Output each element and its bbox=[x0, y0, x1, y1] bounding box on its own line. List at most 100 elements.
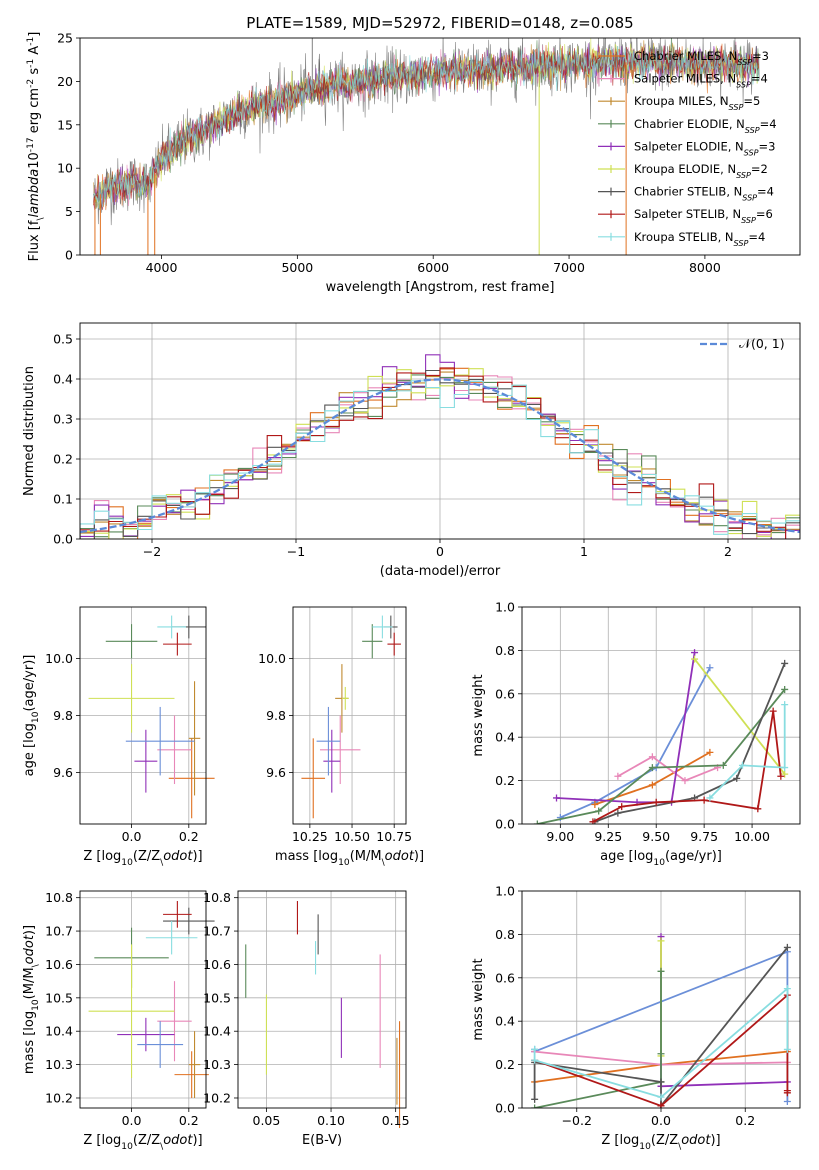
series-point bbox=[657, 1093, 665, 1101]
series-point bbox=[531, 1095, 539, 1103]
series-point bbox=[648, 753, 656, 761]
y-tick-label: 0.4 bbox=[495, 1014, 515, 1029]
axes-frame bbox=[237, 890, 407, 1109]
legend-label: Kroupa STELIB, NSSP=4 bbox=[634, 230, 765, 248]
y-tick-label: 0.5 bbox=[53, 332, 73, 347]
figure-title: PLATE=1589, MJD=52972, FIBERID=0148, z=0… bbox=[246, 14, 633, 32]
y-axis-label: Normed distribution bbox=[22, 366, 37, 496]
legend-label: Salpeter MILES, NSSP=4 bbox=[634, 72, 768, 90]
legend-label: Chabrier MILES, NSSP=3 bbox=[634, 49, 769, 67]
x-axis-label: Z [log10(Z/Z\odot)] bbox=[601, 1133, 720, 1152]
y-axis-label: Flux [f\lambda10-17 erg cm-2 s-1 A-1] bbox=[26, 32, 46, 262]
y-tick-label: 0.2 bbox=[495, 773, 515, 788]
series-point bbox=[648, 764, 656, 772]
spectrum-model-line bbox=[93, 43, 759, 209]
series-line bbox=[709, 704, 786, 799]
series-point bbox=[657, 1102, 665, 1108]
series-point bbox=[781, 685, 789, 693]
x-axis-label: wavelength [Angstrom, rest frame] bbox=[326, 280, 555, 295]
x-tick-label: 0.0 bbox=[122, 829, 142, 844]
y-tick-label: 10.3 bbox=[203, 1057, 231, 1072]
age-vs-Z-points bbox=[88, 615, 215, 819]
y-tick-label: 0.6 bbox=[495, 970, 515, 985]
x-tick-label: −0.2 bbox=[562, 1113, 592, 1128]
series-line bbox=[534, 971, 662, 1108]
x-axis-label: mass [log10(M/M\odot)] bbox=[275, 849, 424, 868]
x-tick-label: 0.15 bbox=[382, 1113, 410, 1128]
spectrum-model-line bbox=[93, 45, 760, 212]
y-tick-label: 10.7 bbox=[203, 924, 231, 939]
legend-label: Chabrier STELIB, NSSP=4 bbox=[634, 185, 774, 203]
series-point bbox=[783, 943, 791, 951]
series-point bbox=[657, 1078, 665, 1086]
series-point bbox=[781, 701, 789, 709]
x-tick-label: 0.2 bbox=[179, 1113, 199, 1128]
legend-label: Salpeter ELODIE, NSSP=3 bbox=[634, 139, 775, 157]
series-point bbox=[648, 781, 656, 789]
y-tick-label: 0.0 bbox=[495, 817, 515, 832]
mass-weight-vs-age-lines bbox=[533, 649, 789, 824]
y-tick-label: 20 bbox=[57, 74, 73, 89]
legend-label: Kroupa ELODIE, NSSP=2 bbox=[634, 162, 768, 180]
x-tick-label: 0.0 bbox=[122, 1113, 142, 1128]
series-point bbox=[589, 818, 597, 824]
series-point bbox=[783, 1097, 791, 1105]
legend-label: Kroupa MILES, NSSP=5 bbox=[634, 94, 760, 112]
y-tick-label: 10.0 bbox=[258, 651, 286, 666]
x-tick-label: 0.2 bbox=[735, 1113, 755, 1128]
y-tick-label: 10.7 bbox=[45, 924, 73, 939]
y-tick-label: 0.3 bbox=[53, 412, 73, 427]
x-tick-label: 6000 bbox=[417, 260, 449, 275]
series-point bbox=[783, 1089, 791, 1097]
series-line bbox=[617, 755, 718, 782]
y-tick-label: 0.0 bbox=[495, 1101, 515, 1116]
x-axis-label: age [log10(age/yr)] bbox=[600, 849, 722, 868]
series-point bbox=[781, 770, 789, 778]
series-point bbox=[781, 659, 789, 667]
y-tick-label: 10.4 bbox=[45, 1024, 73, 1039]
y-tick-label: 10 bbox=[57, 161, 73, 176]
histogram-step bbox=[80, 369, 800, 539]
series-point bbox=[706, 664, 714, 672]
y-tick-label: 9.8 bbox=[53, 708, 73, 723]
x-tick-label: 10.75 bbox=[376, 829, 412, 844]
y-tick-label: 9.6 bbox=[266, 765, 286, 780]
x-tick-label: 10.25 bbox=[292, 829, 328, 844]
y-tick-label: 1.0 bbox=[495, 884, 515, 899]
series-point bbox=[777, 772, 785, 780]
y-axis-label: mass weight bbox=[471, 674, 486, 756]
legend-label: 𝒩(0, 1) bbox=[739, 336, 785, 351]
series-point bbox=[652, 798, 660, 806]
series-point bbox=[754, 805, 762, 813]
series-point bbox=[553, 794, 561, 802]
y-tick-label: 10.6 bbox=[45, 957, 73, 972]
x-tick-label: 4000 bbox=[146, 260, 178, 275]
chart-layer: 4000 5000 6000 7000 80000510152025wavelength… bbox=[22, 31, 801, 1152]
series-point bbox=[781, 764, 789, 772]
axes-frame bbox=[521, 606, 801, 825]
legend-label: Chabrier ELODIE, NSSP=4 bbox=[634, 117, 777, 135]
series-point bbox=[783, 985, 791, 993]
spectrum-legend: Chabrier MILES, NSSP=3 Salpeter MILES, NS… bbox=[598, 49, 777, 247]
x-tick-label: 0.2 bbox=[179, 829, 199, 844]
x-tick-label: −1 bbox=[287, 544, 305, 559]
y-tick-label: 10.3 bbox=[45, 1057, 73, 1072]
spectrum-plot bbox=[93, 38, 760, 255]
y-tick-label: 0.4 bbox=[495, 730, 515, 745]
x-tick-label: 2 bbox=[724, 544, 732, 559]
x-tick-label: 9.00 bbox=[546, 829, 574, 844]
series-point bbox=[706, 794, 714, 802]
x-tick-label: 7000 bbox=[553, 260, 585, 275]
y-tick-label: 0.0 bbox=[53, 532, 73, 547]
series-point bbox=[681, 777, 689, 785]
series-line bbox=[556, 652, 696, 804]
x-axis-label: E(B-V) bbox=[302, 1133, 342, 1148]
series-point bbox=[657, 937, 665, 945]
series-line bbox=[559, 667, 711, 819]
y-tick-label: 0.4 bbox=[53, 372, 73, 387]
x-axis-label: Z [log10(Z/Z\odot)] bbox=[83, 1133, 202, 1152]
y-tick-label: 10.8 bbox=[203, 890, 231, 905]
x-tick-label: 1 bbox=[580, 544, 588, 559]
y-tick-label: 9.6 bbox=[53, 765, 73, 780]
